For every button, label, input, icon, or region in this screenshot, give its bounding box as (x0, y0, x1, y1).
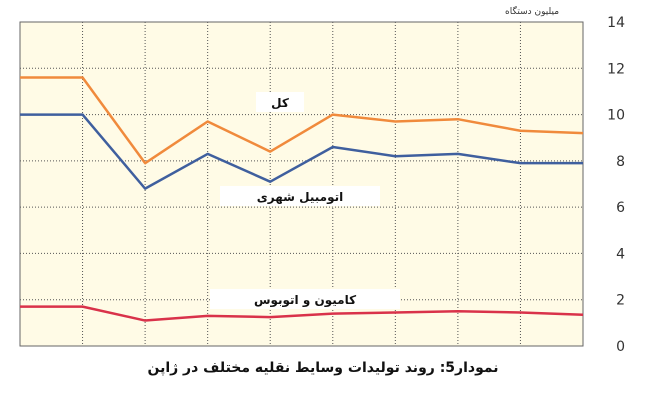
y-tick-label: 2 (616, 293, 625, 309)
series-line (20, 113, 583, 190)
y-tick-label: 14 (607, 15, 625, 31)
y-tick-label: 10 (607, 108, 625, 124)
series-label-box (220, 186, 380, 206)
y-tick-label: 4 (616, 246, 625, 262)
series-labels: کل اتومبیل شهری کامیون و اتوبوس (210, 92, 400, 309)
y-tick-label: 8 (616, 154, 625, 170)
series-label: کل (271, 96, 289, 110)
y-tick-label: 6 (616, 200, 625, 216)
y-axis: 0 2 4 6 8 10 12 14 (607, 15, 625, 355)
plot-border (19, 21, 584, 347)
series-label-box (210, 289, 400, 309)
chart-caption: نمودار5: روند تولیدات وسایط نقلیه مختلف … (147, 360, 499, 376)
series-label: کامیون و اتوبوس (254, 293, 356, 308)
grid (20, 22, 583, 346)
series-line (20, 76, 584, 165)
series-line (20, 305, 584, 322)
unit-label: میلیون دستگاه (505, 5, 559, 17)
series-label: اتومبیل شهری (257, 190, 343, 205)
y-tick-label: 0 (616, 339, 625, 355)
series-lines (20, 76, 584, 322)
y-tick-label: 12 (607, 61, 625, 77)
series-label-box (256, 92, 304, 112)
